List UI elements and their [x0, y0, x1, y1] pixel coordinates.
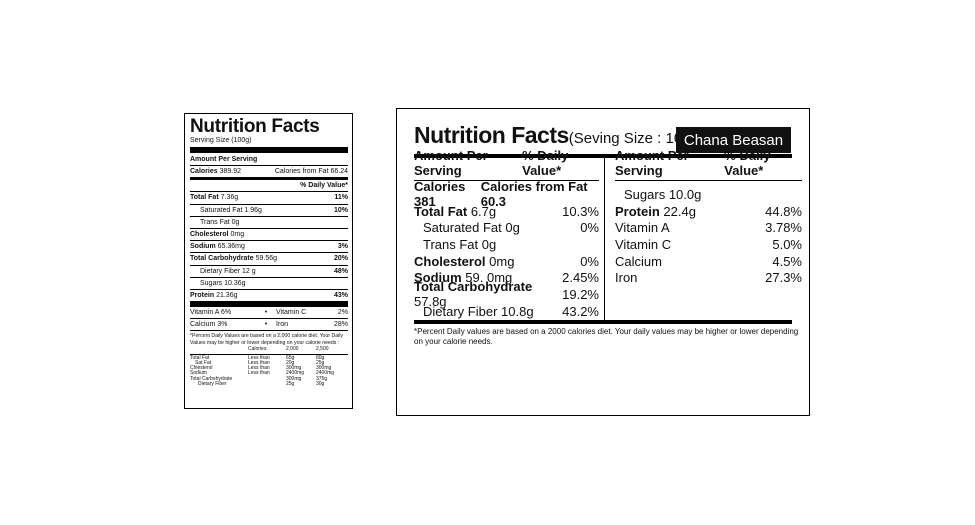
table-row: Total Fat Less than 65g 80g — [190, 354, 325, 361]
table-row: Sat Fat Less than 20g 25g — [195, 359, 325, 366]
footnote: *Percent Daily Values are based on a 2,0… — [190, 330, 348, 346]
table-row: Sodium Less than 2400mg 2400mg — [190, 370, 335, 377]
thick-divider — [414, 320, 792, 324]
table-row: Total Carbohydrate 300mg 375g — [190, 375, 328, 382]
serving-size: Serving Size (100g) — [190, 137, 252, 144]
medium-divider — [190, 177, 348, 181]
right-column: Amount Per Serving % Daily Value* Sugars… — [615, 148, 802, 286]
reference-table-body: Total Fat Less than 65g 80g Sat Fat Less… — [190, 354, 348, 388]
label-title: Nutrition Facts(Seving Size : 100g) — [414, 122, 704, 148]
left-column: Amount Per Serving % Daily Value* Calori… — [414, 148, 599, 320]
column-header: Amount Per Serving % Daily Value* — [414, 148, 599, 181]
nutrient-row-trans-fat: Trans Fat 0g — [423, 236, 497, 252]
nutrient-row-sugars: Sugars 10.0g — [624, 186, 702, 202]
nutrient-row-vitamin-a: Vitamin A 3.78% — [615, 220, 802, 236]
nutrient-row-total-carbohydrate: Total Carbohydrate 57.8g 19.2% — [414, 279, 599, 310]
column-divider — [604, 158, 605, 320]
nutrient-row-sugars: Sugars 10.36g — [190, 276, 348, 289]
thick-divider — [414, 154, 792, 158]
nutrient-row-total-carbohydrate: Total Carbohydrate 59.56g 20% — [190, 252, 348, 264]
reference-table: Calories: 2,000 2,500 — [190, 346, 348, 353]
nutrient-row-total-fat: Total Fat 7.36g 11% — [190, 191, 348, 203]
vitamin-row: Vitamin A 6% • Vitamin C 2% — [190, 309, 348, 317]
table-row: Chlesterol Less than 300mg 300mg — [190, 365, 332, 372]
nutrient-row-total-fat: Total Fat 6.7g 10.3% — [414, 203, 599, 219]
table-row: Calories: 2,000 2,500 — [248, 346, 329, 353]
nutrient-row-saturated-fat: Saturated Fat 0g 0% — [423, 220, 599, 236]
vitamin-row: Calcium 3% • Iron 28% — [190, 318, 348, 330]
bullet-icon: • — [264, 309, 268, 317]
nutrient-row-trans-fat: Trans Fat 0g — [190, 215, 348, 228]
column-header: Amount Per Serving % Daily Value* — [615, 148, 802, 181]
nutrient-row-cholesterol: Cholesterol 0mg — [190, 227, 348, 240]
nutrient-row-sodium: Sodium 59. 0mg 2.45% — [414, 270, 599, 286]
nutrient-row-protein: Protein 22.4g 44.8% — [615, 203, 802, 219]
nutrient-row-cholesterol: Cholesterol 0mg 0% — [414, 253, 599, 269]
nutrient-row-saturated-fat: Saturated Fat 1.96g 10% — [190, 203, 348, 216]
standard-nutrition-label: Nutrition Facts Serving Size (100g) Amou… — [184, 113, 353, 409]
daily-value-header: % Daily Value* — [300, 182, 348, 190]
thick-divider — [190, 147, 348, 153]
nutrient-row-sodium: Sodium 65.36mg 3% — [190, 240, 348, 252]
product-name-tag: Chana Beasan — [676, 127, 791, 153]
nutrient-row-iron: Iron 27.3% — [615, 270, 802, 286]
thick-divider — [190, 301, 348, 308]
table-row: Dietary Fiber 25g 30g — [198, 381, 325, 388]
label-title: Nutrition Facts — [190, 116, 320, 137]
amount-per-serving: Amount Per Serving — [190, 155, 258, 163]
nutrient-row-calcium: Calcium 4.5% — [615, 253, 802, 269]
table-divider — [190, 353, 348, 355]
chana-beasan-nutrition-label: Nutrition Facts(Seving Size : 100g) Chan… — [396, 108, 810, 416]
serving-size: (Seving Size : 100g) — [568, 130, 704, 147]
calories-row: Calories 389.92 Calories from Fat 66.24 — [190, 165, 348, 177]
nutrient-row-dietary-fiber: Dietary Fiber 12 g 48% — [190, 264, 348, 277]
nutrient-row-dietary-fiber: Dietary Fiber 10.8g 43.2% — [423, 303, 599, 319]
calories-row: Calories 381 Calories from Fat 60.3 — [414, 179, 588, 210]
nutrient-row-protein: Protein 21.36g 43% — [190, 288, 348, 301]
footnote: *Percent Daily values are based on a 200… — [414, 327, 799, 346]
nutrient-row-vitamin-c: Vitamin C 5.0% — [615, 236, 802, 252]
bullet-icon: • — [264, 321, 268, 329]
